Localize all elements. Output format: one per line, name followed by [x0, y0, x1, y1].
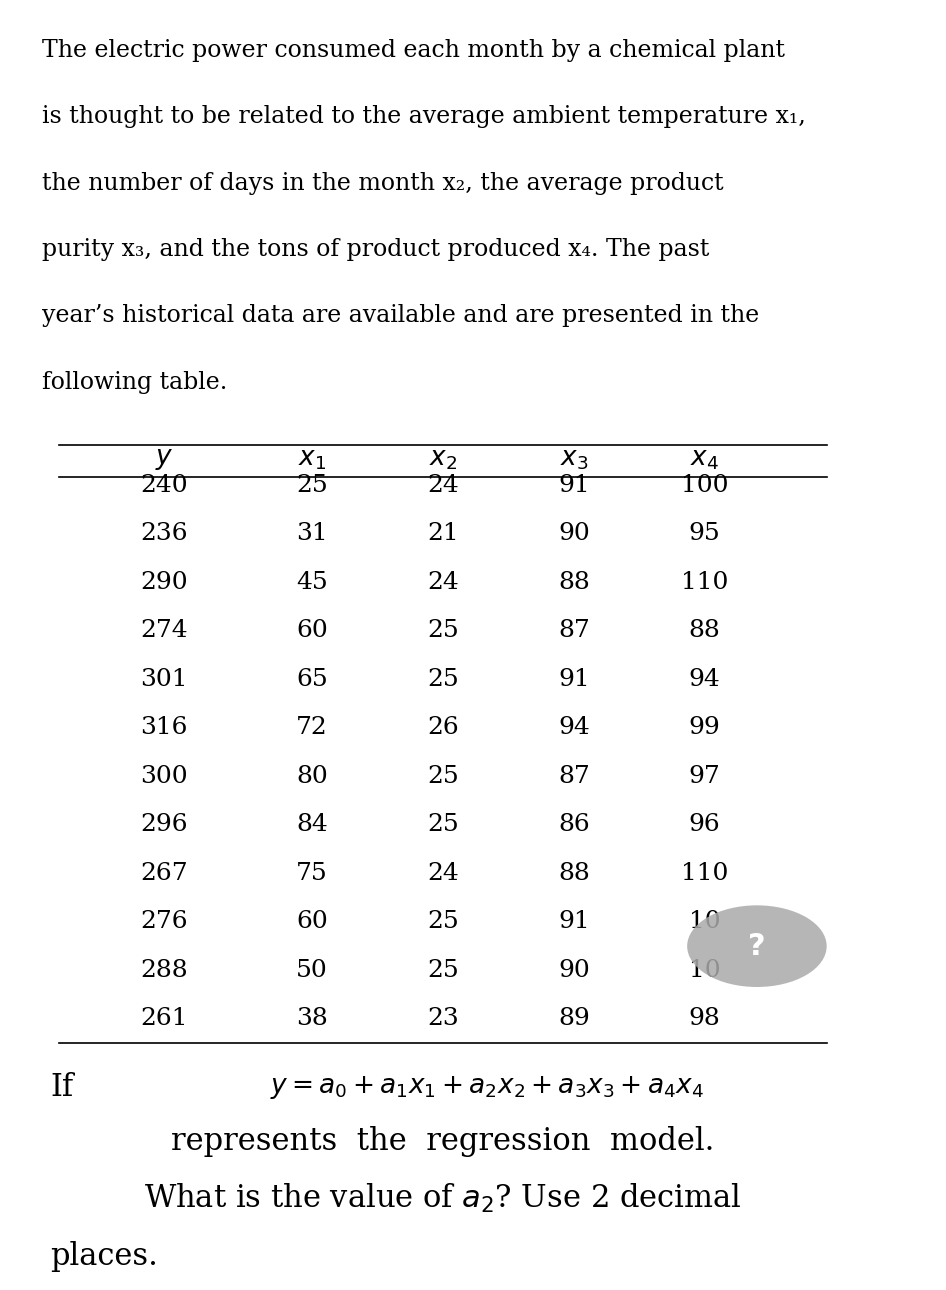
Text: purity x₃, and the tons of product produced x₄. The past: purity x₃, and the tons of product produ…	[42, 237, 710, 261]
Text: 290: 290	[140, 571, 187, 593]
Text: If: If	[50, 1072, 74, 1103]
Text: following table.: following table.	[42, 370, 227, 393]
Text: 100: 100	[681, 473, 728, 497]
Text: 25: 25	[427, 814, 459, 836]
Text: 25: 25	[427, 619, 459, 642]
Ellipse shape	[687, 906, 827, 987]
Text: 45: 45	[296, 571, 328, 593]
Text: 110: 110	[681, 862, 728, 885]
Text: 80: 80	[296, 765, 328, 788]
Text: 25: 25	[427, 668, 459, 691]
Text: year’s historical data are available and are presented in the: year’s historical data are available and…	[42, 304, 759, 328]
Text: represents  the  regression  model.: represents the regression model.	[171, 1126, 714, 1157]
Text: 274: 274	[140, 619, 187, 642]
Text: 21: 21	[428, 522, 459, 546]
Text: 97: 97	[689, 765, 721, 788]
Text: 90: 90	[558, 958, 589, 982]
Text: $\mathit{x}_3$: $\mathit{x}_3$	[559, 448, 588, 472]
Text: 96: 96	[689, 814, 721, 836]
Text: 89: 89	[558, 1007, 589, 1031]
Text: 10: 10	[689, 958, 721, 982]
Text: $\mathit{y}$: $\mathit{y}$	[154, 448, 173, 472]
Text: 24: 24	[427, 862, 459, 885]
Text: 26: 26	[427, 716, 459, 739]
Text: places.: places.	[50, 1241, 158, 1272]
Text: 65: 65	[296, 668, 328, 691]
Text: 99: 99	[689, 716, 721, 739]
Text: 31: 31	[296, 522, 328, 546]
Text: 25: 25	[427, 911, 459, 934]
Text: 88: 88	[558, 571, 589, 593]
Text: 236: 236	[140, 522, 187, 546]
Text: 267: 267	[140, 862, 187, 885]
Text: 94: 94	[558, 716, 589, 739]
Text: 95: 95	[689, 522, 721, 546]
Text: 60: 60	[296, 619, 328, 642]
Text: 75: 75	[296, 862, 328, 885]
Text: 91: 91	[558, 473, 589, 497]
Text: 91: 91	[558, 911, 589, 934]
Text: 88: 88	[558, 862, 589, 885]
Text: 276: 276	[140, 911, 187, 934]
Text: 87: 87	[558, 765, 589, 788]
Text: 110: 110	[681, 571, 728, 593]
Text: ?: ?	[748, 931, 765, 961]
Text: 72: 72	[296, 716, 328, 739]
Text: 25: 25	[427, 765, 459, 788]
Text: $\mathit{x}_2$: $\mathit{x}_2$	[429, 448, 457, 472]
Text: 25: 25	[296, 473, 328, 497]
Text: 90: 90	[558, 522, 589, 546]
Text: 300: 300	[140, 765, 187, 788]
Text: 88: 88	[689, 619, 721, 642]
Text: 296: 296	[140, 814, 187, 836]
Text: 98: 98	[689, 1007, 721, 1031]
Text: 261: 261	[140, 1007, 187, 1031]
Text: 38: 38	[296, 1007, 328, 1031]
Text: The electric power consumed each month by a chemical plant: The electric power consumed each month b…	[42, 39, 785, 62]
Text: 316: 316	[140, 716, 187, 739]
Text: 24: 24	[427, 473, 459, 497]
Text: 24: 24	[427, 571, 459, 593]
Text: 288: 288	[140, 958, 187, 982]
Text: 91: 91	[558, 668, 589, 691]
Text: 50: 50	[296, 958, 328, 982]
Text: $y=a_0+a_1x_1+a_2x_2+a_3x_3+a_4x_4$: $y=a_0+a_1x_1+a_2x_2+a_3x_3+a_4x_4$	[270, 1075, 704, 1102]
Text: $\mathit{x}_4$: $\mathit{x}_4$	[691, 448, 719, 472]
Text: 84: 84	[296, 814, 328, 836]
Text: is thought to be related to the average ambient temperature x₁,: is thought to be related to the average …	[42, 106, 806, 128]
Text: 60: 60	[296, 911, 328, 934]
Text: 86: 86	[558, 814, 589, 836]
Text: the number of days in the month x₂, the average product: the number of days in the month x₂, the …	[42, 172, 724, 195]
Text: 301: 301	[140, 668, 187, 691]
Text: 240: 240	[140, 473, 187, 497]
Text: 94: 94	[689, 668, 721, 691]
Text: 10: 10	[689, 911, 721, 934]
Text: 87: 87	[558, 619, 589, 642]
Text: What is the value of $a_2$? Use 2 decimal: What is the value of $a_2$? Use 2 decima…	[144, 1182, 742, 1215]
Text: 25: 25	[427, 958, 459, 982]
Text: 23: 23	[427, 1007, 459, 1031]
Text: $\mathit{x}_1$: $\mathit{x}_1$	[298, 448, 326, 472]
